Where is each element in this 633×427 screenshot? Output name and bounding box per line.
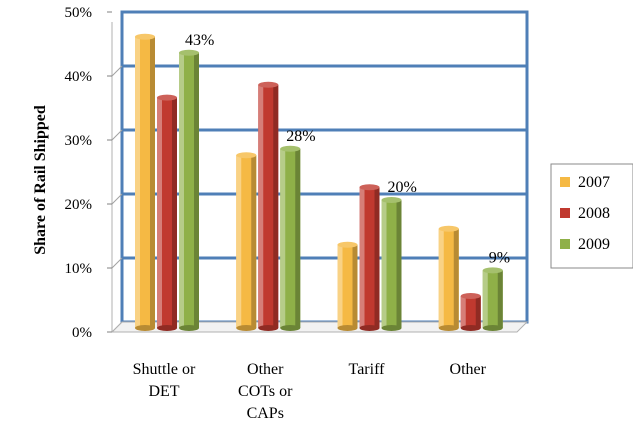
y-tick-label: 10% <box>65 261 93 277</box>
gridline-side <box>111 257 123 269</box>
bar-shade <box>497 270 503 328</box>
bar-top <box>236 152 257 159</box>
data-label: 20% <box>388 179 417 196</box>
bar-shade <box>172 97 177 328</box>
legend-swatch <box>560 177 570 187</box>
bar-shade <box>150 36 155 329</box>
bar-highlight <box>280 148 286 328</box>
bar-highlight <box>460 296 466 328</box>
bar-base <box>280 325 301 331</box>
bar-top <box>359 184 380 191</box>
category-label: Shuttle or <box>133 361 196 378</box>
legend: 2007 2008 2009 <box>550 163 633 269</box>
data-label: 28% <box>286 128 315 145</box>
legend-label: 2007 <box>578 174 610 191</box>
gridline-side <box>111 193 123 205</box>
bar-base <box>157 325 177 331</box>
bar <box>337 241 358 331</box>
bar-base <box>438 325 459 331</box>
bar <box>236 152 257 331</box>
legend-swatch <box>560 239 570 249</box>
bar-shade <box>251 155 257 328</box>
bar-highlight <box>438 228 444 328</box>
category-label: Tariff <box>349 361 386 378</box>
bar-top <box>460 293 481 299</box>
x-axis-categories: Shuttle or DET Other COTs or CAPs Tariff Other <box>133 361 487 422</box>
bar <box>280 145 301 331</box>
data-label: 43% <box>185 32 214 49</box>
y-tick-label: 50% <box>65 5 93 21</box>
bar-base <box>460 325 481 331</box>
category-label: DET <box>148 383 179 400</box>
bar-base <box>258 325 279 331</box>
category-label: Other <box>247 361 284 378</box>
bar-top <box>337 241 358 248</box>
bar-highlight <box>381 200 387 328</box>
legend-swatch <box>560 208 570 218</box>
bar-top <box>381 197 402 203</box>
bar <box>438 225 459 331</box>
bar-highlight <box>179 52 184 329</box>
bar <box>179 49 199 331</box>
legend-label: 2008 <box>578 205 610 222</box>
bar-highlight <box>258 84 264 328</box>
bar-shade <box>475 296 481 328</box>
bars <box>135 33 503 331</box>
bar <box>460 293 481 331</box>
bar-highlight <box>236 155 242 328</box>
y-tick-label: 30% <box>65 133 93 149</box>
y-tick-label: 40% <box>65 69 93 85</box>
bar-top <box>280 145 301 152</box>
category-label: CAPs <box>247 405 284 422</box>
bar-base <box>381 325 402 331</box>
bar-top <box>179 49 199 56</box>
bar-top <box>258 81 279 88</box>
y-tick-label: 0% <box>72 325 92 341</box>
bar-shade <box>295 148 301 328</box>
bar <box>258 81 279 331</box>
bar-shade <box>396 200 402 328</box>
bar <box>381 197 402 331</box>
bar-shade <box>352 244 358 328</box>
bar <box>157 94 177 331</box>
bar-base <box>236 325 257 331</box>
bar-highlight <box>157 97 162 328</box>
y-axis-ticks: 0% 10% 20% 30% 40% 50% <box>65 5 112 341</box>
category-label: COTs or <box>238 383 293 400</box>
bar-highlight <box>135 36 140 329</box>
category-label: Other <box>450 361 487 378</box>
bar <box>482 267 503 331</box>
y-axis-label: Share of Rail Shipped <box>32 105 49 255</box>
bar-base <box>135 325 155 331</box>
gridline-side <box>111 129 123 141</box>
y-tick-label: 20% <box>65 197 93 213</box>
bar-shade <box>374 187 380 328</box>
bar-highlight <box>337 244 343 328</box>
bar-shade <box>453 228 459 328</box>
data-label: 9% <box>489 249 510 266</box>
legend-label: 2009 <box>578 236 610 253</box>
bar-highlight <box>482 270 488 328</box>
bar-base <box>359 325 380 331</box>
bar <box>135 33 155 331</box>
data-labels: 43% 28% 20% 9% <box>185 32 510 267</box>
floor-edge <box>111 321 123 333</box>
bar-top <box>482 267 503 274</box>
gridline-side <box>111 65 123 77</box>
bar-base <box>337 325 358 331</box>
bar-top <box>157 94 177 101</box>
bar-shade <box>194 52 199 329</box>
bar <box>359 184 380 331</box>
bar-shade <box>273 84 279 328</box>
bar-top <box>438 225 459 232</box>
bar-base <box>482 325 503 331</box>
bar-base <box>179 325 199 331</box>
bar-highlight <box>359 187 365 328</box>
bar-top <box>135 33 155 40</box>
